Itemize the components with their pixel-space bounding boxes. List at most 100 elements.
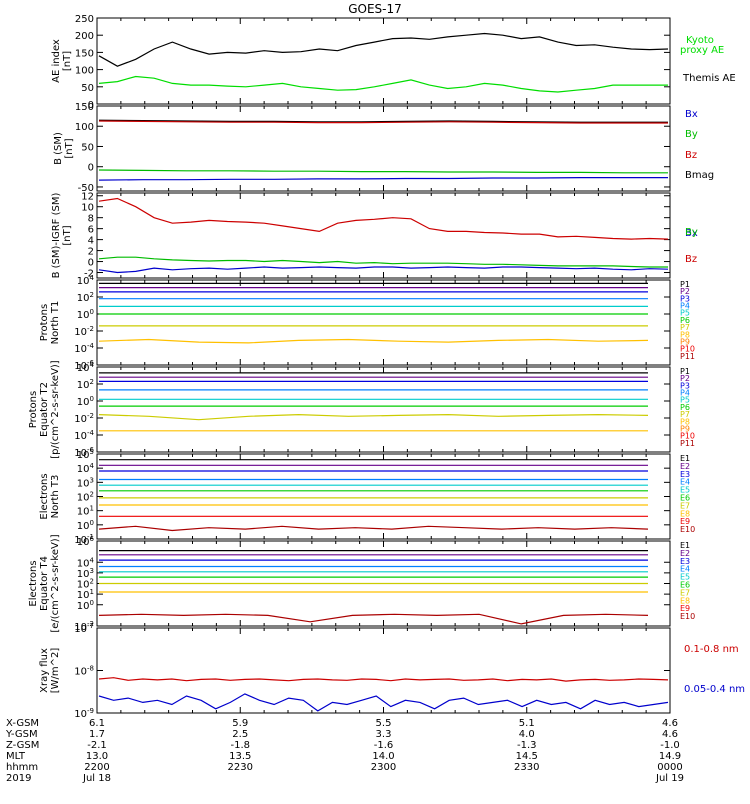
- protons-equator-t2-ylabel: [p/(cm^2-s-sr-keV)]: [50, 360, 61, 459]
- b-igrf-legend-by: By: [685, 227, 698, 238]
- electrons-north-t3-legend-e1: E1: [680, 454, 690, 463]
- b-igrf-series-bz: [98, 197, 669, 240]
- xaxis-value: 1.7: [89, 729, 105, 740]
- b-igrf-ylabel: B (SM)-IGRF (SM): [51, 193, 62, 279]
- xray-frame: [96, 627, 671, 714]
- xray-ylabel: [W/m^2]: [50, 648, 61, 694]
- electrons-equator-t4-ytick-label: 100: [77, 599, 94, 612]
- xaxis-row-label-x-gsm: X-GSM: [6, 718, 39, 729]
- ae-ytick-label: 100: [75, 66, 94, 77]
- b-legend-by: By: [685, 129, 698, 140]
- electrons-north-t3-legend-e2: E2: [680, 462, 690, 471]
- b-series-bx: [98, 177, 668, 181]
- chart-title: GOES-17: [348, 2, 402, 16]
- xaxis-value: Jul 18: [82, 773, 111, 784]
- electrons-equator-t4-ytick-label: 10-2: [74, 620, 94, 633]
- protons-equator-t2-ytick-label: 10-2: [74, 412, 94, 425]
- electrons-north-t3-ylabel: Electrons: [39, 473, 50, 519]
- protons-equator-t2-ytick-label: 102: [77, 378, 94, 391]
- protons-equator-t2-legend-p2: P2: [680, 374, 690, 383]
- xray-ylabel: Xray flux: [39, 648, 50, 693]
- electrons-north-t3-legend-e8: E8: [680, 509, 690, 518]
- electrons-north-t3-series-e10: [98, 525, 649, 532]
- protons-equator-t2-legend-p8: P8: [680, 417, 690, 426]
- xaxis-value: -1.3: [517, 740, 537, 751]
- protons-north-t1-ytick-label: 104: [77, 274, 95, 287]
- electrons-equator-t4-legend-e3: E3: [680, 557, 690, 566]
- xaxis-value: -1.6: [374, 740, 394, 751]
- protons-equator-t2-ytick-label: 10-6: [74, 446, 94, 459]
- b-igrf-ytick-label: 8: [88, 214, 94, 225]
- ae-legend-themis-ae: Themis AE: [682, 73, 736, 84]
- electrons-equator-t4-legend-e9: E9: [680, 604, 690, 613]
- electrons-equator-t4-ytick-label: 103: [77, 567, 94, 580]
- ae-series-kyoto-proxy-ae: [98, 75, 668, 93]
- protons-equator-t2-legend-p4: P4: [680, 389, 690, 398]
- ae-ytick-label: 50: [81, 83, 94, 94]
- b-igrf-ylabel: [nT]: [62, 225, 73, 245]
- electrons-north-t3-legend-e9: E9: [680, 517, 690, 526]
- electrons-equator-t4-series-e10: [98, 613, 649, 625]
- protons-north-t1-legend-p4: P4: [680, 302, 690, 311]
- b-series-by: [98, 169, 668, 174]
- xaxis-value: 2.5: [232, 729, 248, 740]
- protons-equator-t2-legend-p7: P7: [680, 410, 690, 419]
- xaxis-value: 0000: [657, 762, 682, 773]
- xray-ytick-label: 10-7: [74, 622, 94, 635]
- protons-north-t1-ytick-label: 100: [77, 308, 94, 321]
- xaxis-value: 6.1: [89, 718, 105, 729]
- xaxis-row-label-2019: 2019: [6, 773, 31, 784]
- ae-legend-kyoto: Kyoto: [686, 35, 714, 46]
- protons-north-t1-legend-p8: P8: [680, 330, 690, 339]
- protons-north-t1-ytick-label: 10-6: [74, 359, 94, 372]
- electrons-north-t3-legend-e10: E10: [680, 525, 695, 534]
- ae-frame: [96, 17, 671, 105]
- xaxis-value: 13.0: [86, 751, 108, 762]
- xaxis-value: 2230: [228, 762, 253, 773]
- electrons-equator-t4-ylabel: Equator T4: [39, 556, 50, 611]
- electrons-equator-t4-ytick-label: 104: [77, 556, 95, 569]
- electrons-equator-t4-legend-e6: E6: [680, 581, 690, 590]
- b-igrf-ytick-label: 6: [88, 225, 94, 236]
- protons-north-t1-frame: [96, 279, 671, 366]
- electrons-equator-t4-legend-e5: E5: [680, 573, 690, 582]
- electrons-equator-t4-ylabel: Electrons: [28, 560, 39, 606]
- xaxis-value: Jul 19: [655, 773, 684, 784]
- electrons-north-t3-ytick-label: 100: [77, 519, 94, 532]
- b-igrf-series-by: [98, 256, 668, 268]
- protons-north-t1-legend-p10: P10: [680, 345, 695, 354]
- xaxis-value: 13.5: [229, 751, 251, 762]
- electrons-equator-t4-legend-e7: E7: [680, 588, 690, 597]
- protons-equator-t2-ylabel: Protons: [28, 391, 39, 428]
- protons-equator-t2-legend-p11: P11: [680, 439, 695, 448]
- protons-north-t1-legend-p3: P3: [680, 294, 690, 303]
- protons-equator-t2-legend-p1: P1: [680, 367, 690, 376]
- electrons-north-t3-legend-e7: E7: [680, 501, 690, 510]
- electrons-north-t3-legend-e5: E5: [680, 486, 690, 495]
- b-ytick-label: 150: [75, 102, 94, 113]
- electrons-equator-t4-legend-e10: E10: [680, 612, 695, 621]
- electrons-north-t3-legend-e6: E6: [680, 494, 690, 503]
- ae-ytick-label: 200: [75, 31, 94, 42]
- protons-north-t1-legend-p2: P2: [680, 287, 690, 296]
- electrons-equator-t4-legend-e4: E4: [680, 565, 690, 574]
- b-igrf-ytick-label: -2: [84, 269, 94, 280]
- electrons-equator-t4-legend-e1: E1: [680, 541, 690, 550]
- b-igrf-legend-bz: Bz: [685, 254, 697, 265]
- protons-equator-t2-legend-p6: P6: [680, 403, 690, 412]
- xaxis-value: 5.1: [519, 718, 535, 729]
- protons-north-t1-ylabel: Protons: [39, 304, 50, 341]
- xaxis-value: 4.6: [662, 718, 678, 729]
- electrons-north-t3-ylabel: North T3: [50, 475, 61, 519]
- xray-ytick-label: 10-8: [74, 665, 94, 678]
- xaxis-value: 3.3: [376, 729, 392, 740]
- b-igrf-frame: [96, 192, 671, 279]
- protons-north-t1-legend-p11: P11: [680, 352, 695, 361]
- electrons-equator-t4-ylabel: [e/(cm^2-s-sr-keV)]: [50, 534, 61, 632]
- electrons-equator-t4-ytick-label: 101: [77, 588, 94, 601]
- xaxis-value: 2300: [371, 762, 396, 773]
- protons-north-t1-legend-p5: P5: [680, 309, 690, 318]
- protons-equator-t2-legend-p9: P9: [680, 424, 690, 433]
- b-ytick-label: 100: [75, 122, 94, 133]
